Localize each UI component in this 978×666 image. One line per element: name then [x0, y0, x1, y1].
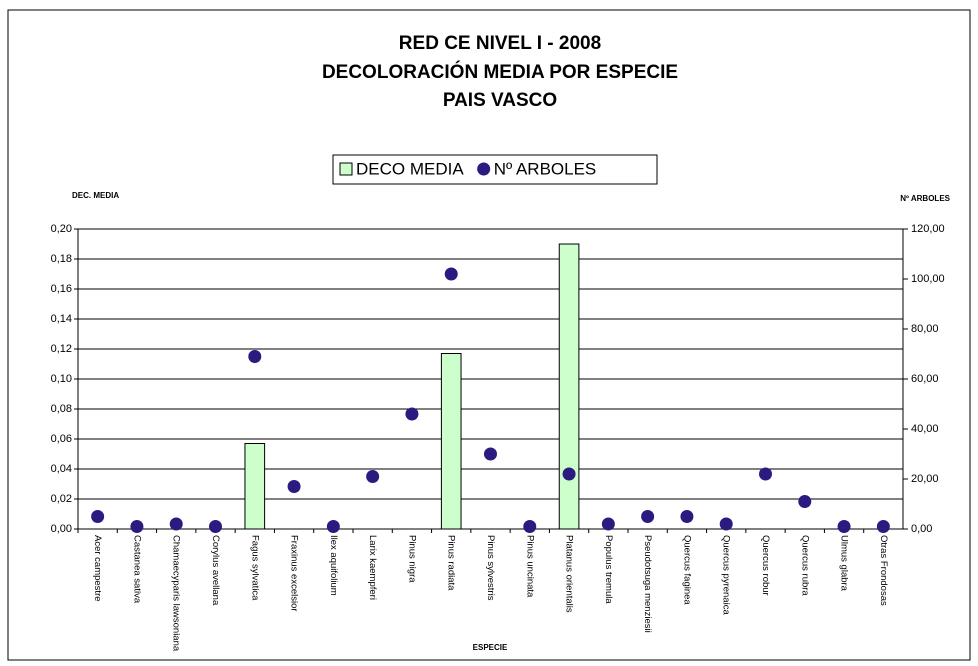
- x-tick-label: Fagus sylvatica: [249, 535, 260, 601]
- x-tick-label: Castanea sativa: [131, 535, 142, 604]
- dot: [759, 467, 772, 481]
- y-tick-label: 0,04: [51, 463, 72, 475]
- dot: [798, 495, 812, 508]
- frame: [7, 9, 971, 661]
- y2-tick-label: 80,00: [911, 323, 939, 335]
- x-tick-label: Pinus radiata: [446, 535, 457, 591]
- legend-marker: [339, 162, 353, 176]
- x-axis-label: ESPECIE: [473, 643, 508, 652]
- dot: [91, 510, 105, 523]
- dot: [523, 520, 537, 533]
- chart-title: DECOLORACIÓN MEDIA POR ESPECIE: [322, 61, 678, 83]
- x-tick-label: Pseudotsuga menziesii: [642, 535, 653, 633]
- y-tick-label: 0,00: [51, 523, 72, 535]
- y2-tick-label: 0,00: [911, 523, 932, 535]
- y2-tick-label: 60,00: [911, 373, 939, 385]
- y-tick-label: 0,06: [51, 433, 72, 445]
- dot: [562, 467, 576, 481]
- y-tick-label: 0,18: [51, 253, 72, 265]
- dot: [405, 407, 419, 421]
- y-tick-label: 0,02: [51, 493, 72, 505]
- dot: [680, 510, 694, 523]
- dot: [130, 520, 144, 533]
- legend-label: DECO MEDIA: [356, 159, 464, 178]
- x-tick-label: Otras Frondosas: [878, 535, 889, 606]
- x-tick-label: Larix kaempferi: [367, 535, 378, 600]
- y-tick-label: 0,14: [51, 313, 72, 325]
- y2-tick-label: 40,00: [911, 423, 939, 435]
- y-tick-label: 0,16: [51, 283, 72, 295]
- dot: [248, 350, 262, 363]
- x-tick-label: Ulmus glabra: [839, 535, 850, 592]
- bar: [440, 353, 462, 530]
- x-tick-label: Pinus nigra: [406, 535, 417, 583]
- legend-label: Nº ARBOLES: [494, 159, 597, 178]
- x-tick-label: Quercus pyrenaica: [721, 535, 732, 615]
- dot: [209, 520, 222, 533]
- dot: [601, 517, 615, 531]
- x-tick-label: Chamaecyparis lawsoniana: [171, 535, 182, 652]
- dot: [876, 520, 890, 533]
- x-tick-label: Quercus robur: [760, 535, 771, 596]
- x-tick-label: Pinus sylvestris: [485, 535, 496, 601]
- dot: [484, 447, 497, 461]
- x-tick-label: Quercus faginea: [681, 535, 692, 605]
- legend-marker: [477, 162, 491, 176]
- x-tick-label: Pinus uncinata: [524, 535, 535, 598]
- dot: [837, 520, 851, 533]
- x-tick-label: Fraxinus excelsior: [289, 535, 300, 612]
- dot: [366, 470, 380, 483]
- y2-tick-label: 120,00: [911, 223, 945, 235]
- dot: [641, 510, 655, 523]
- chart-title: RED CE NIVEL I - 2008: [399, 33, 601, 54]
- bar: [558, 243, 580, 530]
- y-tick-label: 0,08: [51, 403, 72, 415]
- y-tick-label: 0,20: [51, 223, 72, 235]
- x-tick-label: Populus tremula: [603, 535, 614, 604]
- x-tick-label: Platanus orientalis: [564, 535, 575, 613]
- chart-title: PAIS VASCO: [443, 90, 557, 111]
- dot: [719, 517, 733, 531]
- dot: [169, 517, 183, 531]
- dot: [287, 480, 301, 493]
- y2-tick-label: 20,00: [911, 473, 939, 485]
- y2-axis-label: Nº ARBOLES: [900, 194, 950, 203]
- x-tick-label: Acer campestre: [92, 535, 103, 602]
- y2-tick-label: 100,00: [911, 273, 945, 285]
- y-axis-label: DEC. MEDIA: [72, 191, 119, 200]
- x-tick-label: Corylus avellana: [210, 535, 221, 606]
- y-tick-label: 0,10: [51, 373, 72, 385]
- bar: [244, 443, 266, 530]
- dot: [326, 520, 340, 533]
- legend: [332, 154, 658, 185]
- x-tick-label: Quercus rubra: [799, 535, 810, 596]
- dot: [444, 267, 458, 281]
- y-tick-label: 0,12: [51, 343, 72, 355]
- x-tick-label: Ilex aquifolium: [328, 535, 339, 596]
